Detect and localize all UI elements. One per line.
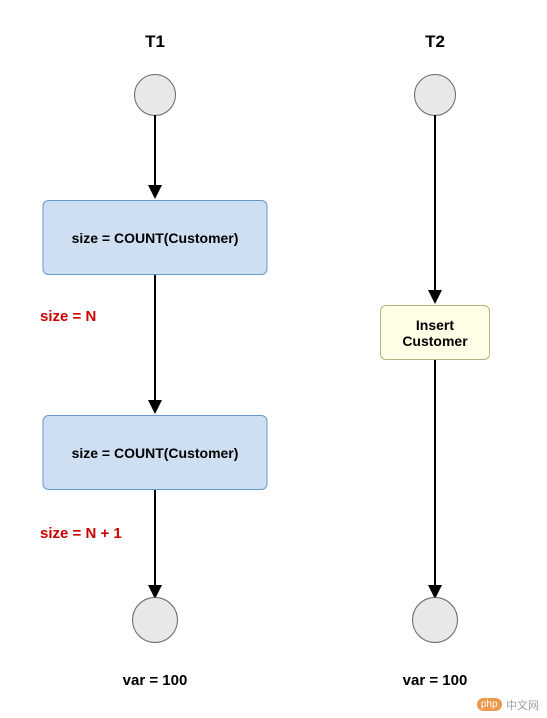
t1-arrow-2 (154, 275, 156, 400)
t2-box-insert: Insert Customer (380, 305, 490, 360)
diagram-canvas: T1 size = COUNT(Customer) size = N size … (0, 0, 547, 718)
watermark-badge: php (477, 698, 502, 711)
t1-start-circle (134, 74, 176, 116)
t1-end-label: var = 100 (123, 672, 188, 689)
t1-box-count-1: size = COUNT(Customer) (43, 200, 268, 275)
t1-annotation-2: size = N + 1 (40, 525, 122, 542)
watermark-text: 中文网 (506, 700, 539, 712)
t2-arrow-1-head (428, 290, 442, 304)
t2-end-circle (412, 597, 458, 643)
t2-box-label: Insert Customer (402, 317, 467, 349)
t1-arrow-2-head (148, 400, 162, 414)
t2-title: T2 (425, 32, 445, 52)
t2-arrow-1 (434, 115, 436, 290)
t2-end-label: var = 100 (403, 672, 468, 689)
t1-arrow-3 (154, 490, 156, 585)
t1-title: T1 (145, 32, 165, 52)
t1-arrow-1-head (148, 185, 162, 199)
t1-annotation-1: size = N (40, 308, 96, 325)
watermark: php 中文网 (477, 696, 539, 714)
t1-box-count-2: size = COUNT(Customer) (43, 415, 268, 490)
t1-box-1-label: size = COUNT(Customer) (72, 230, 239, 246)
t1-box-2-label: size = COUNT(Customer) (72, 445, 239, 461)
t2-arrow-2 (434, 360, 436, 585)
t2-start-circle (414, 74, 456, 116)
t1-arrow-1 (154, 115, 156, 185)
t1-end-circle (132, 597, 178, 643)
